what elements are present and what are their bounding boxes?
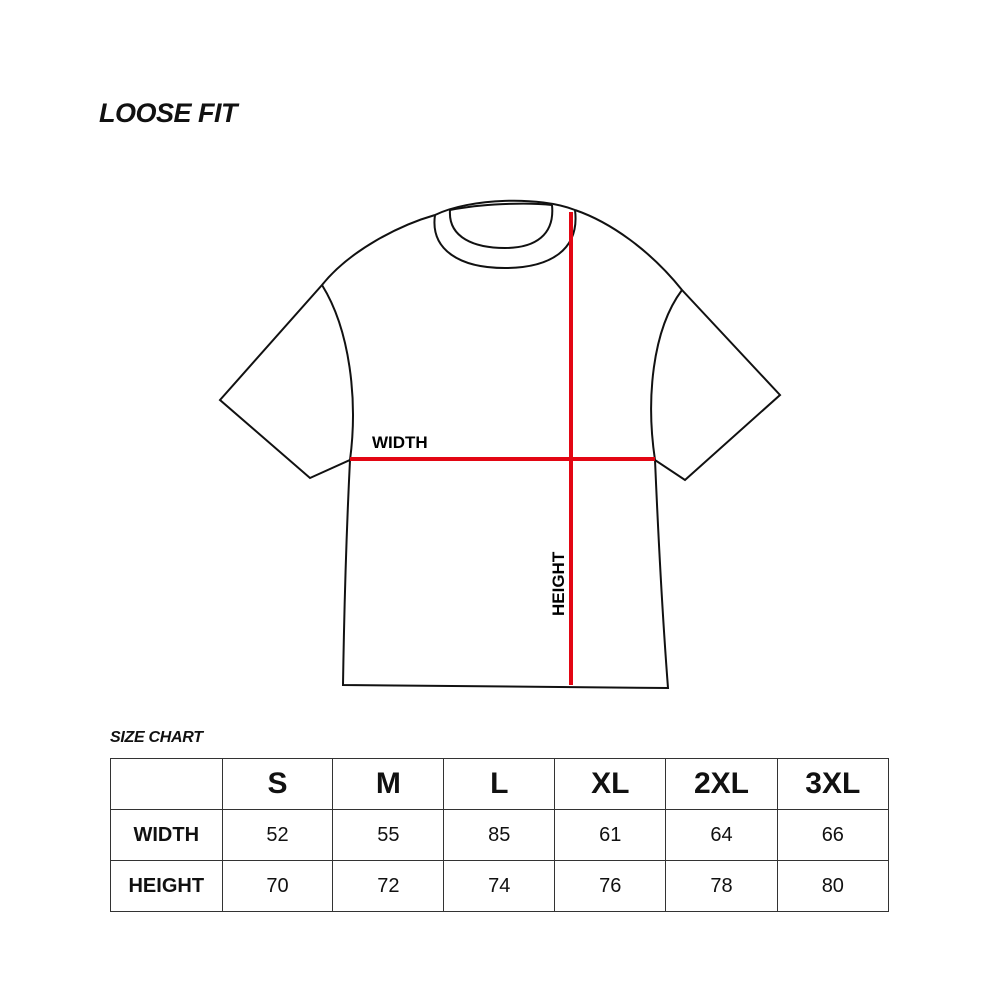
table-cell: 80 xyxy=(776,860,890,912)
row-label: HEIGHT xyxy=(110,860,223,912)
table-cell: 72 xyxy=(332,860,445,912)
collar-back-inner xyxy=(449,202,553,211)
tshirt-diagram: WIDTH HEIGHT xyxy=(218,199,782,690)
height-label: HEIGHT xyxy=(549,551,568,616)
corner-cell xyxy=(110,758,223,810)
size-header: 2XL xyxy=(665,758,778,810)
left-armhole-seam xyxy=(321,284,354,461)
table-row: HEIGHT 70 72 74 76 78 80 xyxy=(110,860,890,912)
right-armhole-seam xyxy=(650,289,683,461)
size-header: XL xyxy=(554,758,667,810)
table-cell: 76 xyxy=(554,860,667,912)
size-chart-title: SIZE CHART xyxy=(110,729,203,746)
page-title: LOOSE FIT xyxy=(99,98,238,128)
shirt-body-outline xyxy=(218,209,782,690)
size-header: S xyxy=(221,758,334,810)
width-label: WIDTH xyxy=(372,433,428,452)
table-cell: 52 xyxy=(221,809,334,861)
table-cell: 55 xyxy=(332,809,445,861)
table-row: WIDTH 52 55 85 61 64 66 xyxy=(110,809,890,861)
table-cell: 61 xyxy=(554,809,667,861)
collar-inner xyxy=(448,204,554,250)
table-cell: 70 xyxy=(221,860,334,912)
table-cell: 64 xyxy=(665,809,778,861)
table-cell: 78 xyxy=(665,860,778,912)
tshirt-outline xyxy=(218,199,782,690)
collar-back xyxy=(434,199,576,216)
size-chart-table: S M L XL 2XL 3XL WIDTH 52 55 85 61 64 66… xyxy=(110,758,890,912)
row-label: WIDTH xyxy=(110,809,223,861)
table-cell: 66 xyxy=(776,809,890,861)
size-header: M xyxy=(332,758,445,810)
size-header-row: S M L XL 2XL 3XL xyxy=(110,758,890,810)
size-header: L xyxy=(443,758,556,810)
collar-outer xyxy=(433,209,577,270)
table-cell: 74 xyxy=(443,860,556,912)
table-cell: 85 xyxy=(443,809,556,861)
size-header: 3XL xyxy=(776,758,890,810)
